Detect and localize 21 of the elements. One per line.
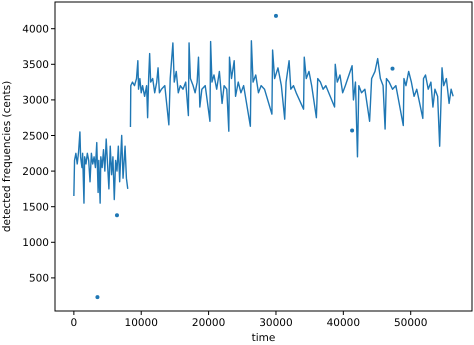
y-tick-label: 1000: [22, 237, 49, 250]
point: [114, 213, 119, 218]
y-tick-label: 3000: [22, 94, 49, 107]
x-tick-label: 20000: [192, 317, 226, 329]
point: [95, 295, 100, 300]
x-tick-label: 0: [70, 317, 78, 329]
point: [390, 66, 395, 71]
y-tick-label: 1500: [22, 201, 49, 214]
y-tick-label: 2500: [22, 130, 49, 142]
y-tick-label: 500: [28, 272, 49, 285]
x-tick-label: 30000: [259, 317, 293, 329]
point: [350, 128, 354, 133]
x-tick-label: 10000: [124, 317, 158, 329]
y-tick-label: 3500: [22, 59, 49, 72]
y-tick-label: 4000: [22, 24, 49, 36]
y-axis-title: detected frequencies (cents): [1, 80, 13, 232]
x-tick-label: 40000: [326, 317, 360, 329]
point: [274, 14, 278, 18]
y-tick-label: 2000: [22, 166, 49, 178]
x-axis-title: time: [252, 332, 276, 344]
x-tick-label: 50000: [394, 317, 428, 329]
